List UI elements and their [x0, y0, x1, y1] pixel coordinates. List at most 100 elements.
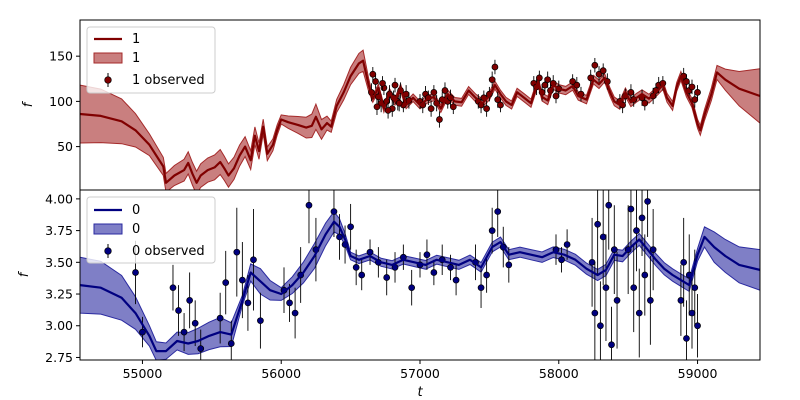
- bottom-legend-band-swatch: [93, 223, 123, 235]
- top-observed-point: [449, 103, 457, 111]
- bottom-observed-point: [599, 233, 607, 241]
- bottom-observed-point: [647, 297, 654, 304]
- bottom-observed-point: [352, 264, 360, 271]
- bottom-observed-point: [605, 201, 613, 209]
- top-confidence-band: [80, 49, 760, 190]
- top-observed-point: [573, 81, 581, 89]
- bottom-observed-point: [613, 297, 621, 304]
- top-legend-band-label: 1: [132, 51, 140, 66]
- bottom-legend: 0 0 0 observed: [86, 196, 216, 264]
- top-observed-point: [483, 105, 490, 112]
- top-observed-point: [694, 88, 701, 96]
- bottom-observed-point: [239, 276, 246, 284]
- bottom-observed-point: [244, 299, 252, 307]
- bottom-panel: 2.75 3.00 3.25 3.50 3.75 4.00 55000 56000 57000…: [17, 189, 761, 400]
- bottom-observed-point: [227, 340, 235, 347]
- top-observed-point: [373, 103, 381, 111]
- bottom-observed-point: [139, 328, 146, 336]
- bottom-observed-point: [558, 256, 565, 264]
- top-observed-point: [436, 116, 443, 123]
- top-observed-point: [595, 70, 603, 78]
- bottom-observed-point: [630, 284, 638, 292]
- top-observed-point: [488, 76, 496, 84]
- bottom-ytick-label: 3.00: [45, 318, 73, 333]
- bottom-legend-line-label: 0: [132, 203, 140, 218]
- bottom-observed-point: [488, 227, 496, 234]
- bottom-observed-point: [683, 335, 690, 342]
- top-observed-point: [569, 78, 577, 85]
- bottom-legend-band-label: 0: [132, 222, 140, 237]
- top-observed-point: [441, 87, 449, 94]
- bottom-observed-point: [688, 309, 696, 317]
- top-observed-point: [395, 99, 403, 107]
- bottom-observed-point: [191, 319, 199, 327]
- bottom-legend-points-swatch: [104, 244, 112, 258]
- bottom-observed-point: [291, 309, 299, 317]
- bottom-ytick-label: 3.25: [45, 287, 73, 302]
- top-observed-point: [372, 78, 379, 85]
- bottom-xtick-label: 58000: [539, 366, 579, 381]
- top-mean-line: [80, 59, 760, 184]
- bottom-observed-point: [169, 284, 177, 292]
- bottom-observed-point: [180, 328, 188, 336]
- bottom-observed-point: [197, 345, 205, 352]
- bottom-ytick-label: 3.75: [45, 223, 73, 238]
- bottom-observed-point: [649, 246, 657, 253]
- bottom-xtick-label: 57000: [400, 366, 440, 381]
- bottom-observed-point: [694, 322, 701, 330]
- top-observed-point: [544, 76, 552, 84]
- top-observed-point: [384, 107, 392, 114]
- bottom-ytick-label: 3.50: [45, 255, 73, 270]
- top-observed-point: [379, 79, 386, 87]
- bottom-observed-point: [644, 198, 651, 205]
- bottom-observed-point: [447, 264, 454, 271]
- top-observed-point: [688, 83, 696, 91]
- top-observed-point: [494, 96, 502, 103]
- bottom-xtick-label: 56000: [261, 366, 301, 381]
- bottom-observed-point: [330, 208, 338, 215]
- top-observed-point: [599, 67, 607, 74]
- top-ytick-label: 100: [49, 94, 73, 109]
- bottom-observed-point: [505, 261, 513, 269]
- bottom-observed-point: [186, 297, 193, 304]
- top-observed-point: [627, 88, 635, 96]
- top-observed-point: [691, 96, 699, 103]
- bottom-observed-point: [494, 208, 502, 215]
- top-ytick-label: 150: [49, 49, 73, 64]
- bottom-ytick-label: 2.75: [45, 350, 73, 365]
- bottom-observed-point: [358, 271, 366, 279]
- top-observed-point: [535, 74, 543, 82]
- bottom-observed-point: [286, 299, 293, 307]
- bottom-observed-point: [132, 269, 139, 276]
- bottom-observed-point: [563, 241, 571, 248]
- bottom-observed-point: [222, 279, 230, 286]
- bottom-observed-point: [627, 205, 635, 213]
- top-observed-point: [591, 61, 599, 69]
- bottom-observed-point: [250, 256, 257, 264]
- bottom-observed-point: [423, 251, 431, 259]
- top-legend-points-label: 1 observed: [132, 73, 205, 88]
- bottom-observed-point: [452, 276, 460, 284]
- bottom-xtick-label: 59000: [678, 366, 718, 381]
- bottom-ytick-label: 4.00: [45, 191, 73, 206]
- bottom-observed-point: [608, 341, 615, 349]
- bottom-observed-point: [430, 269, 438, 276]
- top-observed-point: [587, 74, 595, 82]
- top-panel: 50 100 150 f 1 1 1 observed: [21, 19, 761, 191]
- bottom-observed-point: [597, 322, 604, 330]
- bottom-observed-point: [633, 227, 640, 234]
- bottom-observed-point: [635, 309, 643, 317]
- bottom-observed-point: [638, 214, 646, 222]
- top-observed-point: [369, 70, 377, 78]
- bottom-observed-point: [691, 284, 699, 292]
- top-observed-point: [541, 81, 549, 89]
- top-legend: 1 1 1 observed: [86, 26, 216, 94]
- top-observed-point: [430, 88, 438, 96]
- bottom-observed-point: [588, 258, 596, 266]
- top-legend-points-swatch: [104, 73, 112, 87]
- top-legend-line-label: 1: [132, 32, 140, 47]
- bottom-observed-point: [347, 223, 354, 231]
- bottom-observed-point: [383, 274, 391, 281]
- bottom-observed-point: [257, 317, 264, 325]
- top-legend-band-swatch: [93, 52, 123, 64]
